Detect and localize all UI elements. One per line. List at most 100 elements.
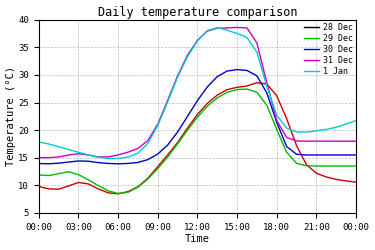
31 Dec: [176, 74, 180, 78]
30 Dec: [324, 154, 328, 156]
29 Dec: [235, 88, 239, 91]
29 Dec: [225, 91, 230, 94]
1 Jan: [106, 157, 111, 160]
29 Dec: [264, 104, 269, 107]
31 Dec: [156, 123, 160, 126]
31 Dec: [185, 54, 190, 57]
28 Dec: [294, 144, 299, 147]
31 Dec: [76, 152, 81, 155]
29 Dec: [284, 151, 289, 154]
28 Dec: [195, 113, 200, 116]
29 Dec: [344, 164, 348, 168]
28 Dec: [274, 94, 279, 97]
29 Dec: [304, 164, 309, 167]
29 Dec: [245, 88, 249, 90]
1 Jan: [334, 126, 338, 129]
29 Dec: [274, 128, 279, 131]
28 Dec: [205, 102, 210, 105]
30 Dec: [225, 70, 230, 72]
28 Dec: [225, 88, 230, 91]
1 Jan: [185, 55, 190, 58]
28 Dec: [156, 165, 160, 168]
28 Dec: [245, 84, 249, 87]
1 Jan: [205, 29, 210, 32]
31 Dec: [225, 26, 230, 30]
28 Dec: [314, 172, 319, 175]
1 Jan: [56, 145, 61, 148]
31 Dec: [146, 139, 150, 142]
1 Jan: [156, 124, 160, 127]
31 Dec: [304, 140, 309, 143]
31 Dec: [136, 147, 140, 150]
29 Dec: [156, 167, 160, 170]
30 Dec: [274, 121, 279, 124]
30 Dec: [334, 154, 338, 156]
1 Jan: [294, 130, 299, 134]
28 Dec: [215, 94, 219, 97]
30 Dec: [106, 162, 111, 165]
28 Dec: [146, 177, 150, 180]
1 Jan: [126, 156, 130, 159]
28 Dec: [185, 126, 190, 130]
29 Dec: [126, 191, 130, 194]
28 Dec: [264, 82, 269, 86]
31 Dec: [334, 140, 338, 143]
29 Dec: [324, 164, 328, 168]
31 Dec: [96, 156, 100, 158]
31 Dec: [274, 119, 279, 122]
28 Dec: [176, 141, 180, 144]
31 Dec: [215, 27, 219, 30]
30 Dec: [56, 162, 61, 165]
30 Dec: [344, 154, 348, 156]
29 Dec: [176, 142, 180, 145]
28 Dec: [165, 154, 170, 156]
28 Dec: [76, 181, 81, 184]
1 Jan: [314, 129, 319, 132]
30 Dec: [185, 115, 190, 118]
31 Dec: [165, 99, 170, 102]
29 Dec: [36, 174, 41, 176]
30 Dec: [245, 69, 249, 72]
30 Dec: [304, 154, 309, 156]
31 Dec: [344, 140, 348, 143]
28 Dec: [344, 180, 348, 182]
Line: 1 Jan: 1 Jan: [39, 28, 356, 158]
28 Dec: [116, 192, 120, 195]
1 Jan: [36, 140, 41, 143]
30 Dec: [126, 162, 130, 165]
30 Dec: [264, 91, 269, 94]
31 Dec: [106, 156, 111, 158]
31 Dec: [116, 154, 120, 156]
30 Dec: [165, 144, 170, 146]
30 Dec: [176, 130, 180, 134]
1 Jan: [225, 29, 230, 32]
28 Dec: [126, 190, 130, 193]
1 Jan: [324, 128, 328, 131]
Legend: 28 Dec, 29 Dec, 30 Dec, 31 Dec, 1 Jan: 28 Dec, 29 Dec, 30 Dec, 31 Dec, 1 Jan: [303, 22, 354, 78]
29 Dec: [354, 164, 358, 168]
29 Dec: [185, 129, 190, 132]
30 Dec: [66, 160, 71, 164]
1 Jan: [96, 156, 100, 159]
29 Dec: [96, 184, 100, 187]
31 Dec: [314, 140, 319, 143]
31 Dec: [245, 26, 249, 30]
1 Jan: [46, 142, 51, 146]
28 Dec: [66, 184, 71, 188]
28 Dec: [96, 188, 100, 190]
28 Dec: [106, 191, 111, 194]
30 Dec: [156, 152, 160, 156]
31 Dec: [235, 26, 239, 29]
31 Dec: [126, 151, 130, 154]
29 Dec: [136, 186, 140, 189]
28 Dec: [354, 180, 358, 184]
30 Dec: [354, 154, 358, 156]
1 Jan: [195, 39, 200, 42]
28 Dec: [56, 188, 61, 191]
30 Dec: [284, 145, 289, 148]
30 Dec: [146, 158, 150, 161]
29 Dec: [46, 174, 51, 177]
31 Dec: [86, 154, 91, 156]
28 Dec: [36, 185, 41, 188]
1 Jan: [245, 36, 249, 39]
